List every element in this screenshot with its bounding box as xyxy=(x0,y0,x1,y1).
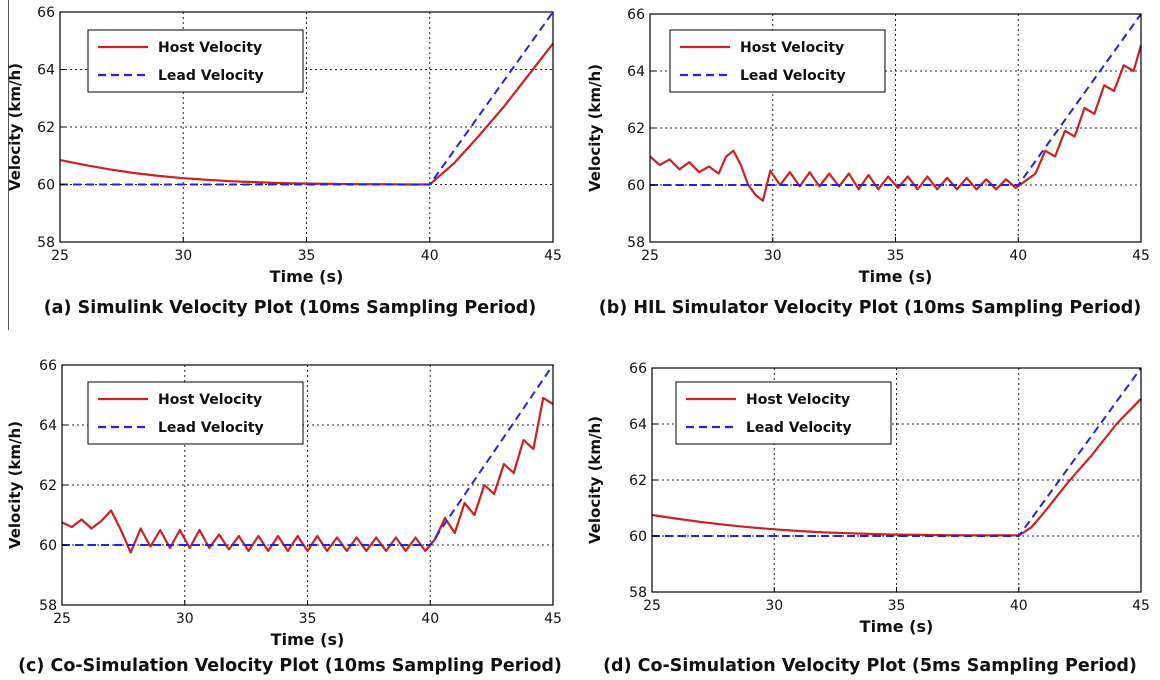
y-tick-label: 62 xyxy=(627,121,645,137)
y-tick-label: 64 xyxy=(39,418,57,434)
legend-label-host-velocity: Host Velocity xyxy=(746,392,850,408)
series-line-host-velocity xyxy=(649,44,1143,202)
x-tick-label: 25 xyxy=(51,248,69,264)
y-tick-label: 60 xyxy=(627,178,645,194)
x-tick-label: 30 xyxy=(176,611,194,627)
y-axis-label: Velocity (km/h) xyxy=(6,421,24,549)
legend-label-host-velocity: Host Velocity xyxy=(740,40,844,56)
y-tick-label: 60 xyxy=(629,529,647,545)
series-line-lead-velocity xyxy=(650,13,1142,186)
x-tick-label: 45 xyxy=(1132,248,1150,264)
chart-svg-d: 25 30 35 40 45 58 60 62 64 66 Time (s) Velocity (km… xyxy=(586,361,1150,636)
y-tick-label: 58 xyxy=(627,235,645,251)
legend-label-host-velocity: Host Velocity xyxy=(158,40,262,56)
chart-caption-a: (a) Simulink Velocity Plot (10ms Samplin… xyxy=(43,298,537,318)
series-line-host-velocity xyxy=(59,42,554,186)
y-axis-label: Velocity (km/h) xyxy=(6,63,24,191)
chart-panel-c: 25 30 35 40 45 58 60 62 64 66 Time (s) Velocity (km… xyxy=(0,340,580,680)
y-tick-label: 66 xyxy=(629,361,647,377)
x-tick-label: 35 xyxy=(887,248,905,264)
x-tick-label: 30 xyxy=(174,248,192,264)
series-line-host-velocity xyxy=(61,396,554,554)
left-frame-line xyxy=(8,0,9,330)
y-tick-label: 60 xyxy=(37,178,55,194)
y-tick-label: 62 xyxy=(629,473,647,489)
series-line-lead-velocity xyxy=(62,364,554,546)
y-axis-label: Velocity (km/h) xyxy=(586,64,604,192)
legend-box xyxy=(675,381,892,445)
chart-panel-d: 25 30 35 40 45 58 60 62 64 66 Time (s) Velocity (km… xyxy=(580,340,1160,680)
legend-box xyxy=(87,29,304,93)
x-tick-label: 35 xyxy=(298,248,316,264)
x-tick-label: 25 xyxy=(641,248,659,264)
y-tick-label: 62 xyxy=(37,120,55,136)
x-axis-label: Time (s) xyxy=(860,617,934,636)
chart-caption-d: (d) Co-Simulation Velocity Plot (5ms Sam… xyxy=(603,656,1137,676)
y-tick-label: 58 xyxy=(629,585,647,601)
series-line-host-velocity xyxy=(651,398,1142,537)
x-tick-label: 25 xyxy=(643,598,661,614)
legend-label-lead-velocity: Lead Velocity xyxy=(158,68,264,84)
x-tick-label: 45 xyxy=(544,248,562,264)
x-tick-label: 45 xyxy=(544,611,562,627)
chart-caption-b: (b) HIL Simulator Velocity Plot (10ms Sa… xyxy=(598,298,1142,318)
series-line-lead-velocity xyxy=(652,367,1142,537)
x-tick-label: 30 xyxy=(765,598,783,614)
series-line-lead-velocity xyxy=(60,11,554,186)
y-tick-label: 60 xyxy=(39,538,57,554)
chart-svg-a: 25 30 35 40 45 58 60 62 64 66 Time (s) Velocity (km… xyxy=(6,5,562,286)
legend-label-lead-velocity: Lead Velocity xyxy=(158,420,264,436)
y-tick-label: 64 xyxy=(627,64,645,80)
y-axis-label: Velocity (km/h) xyxy=(586,416,604,544)
y-tick-label: 66 xyxy=(39,358,57,374)
x-tick-label: 45 xyxy=(1132,598,1150,614)
y-tick-label: 66 xyxy=(627,7,645,23)
legend-label-lead-velocity: Lead Velocity xyxy=(740,68,846,84)
chart-panel-b: 25 30 35 40 45 58 60 62 64 66 Time (s) Velocity (km… xyxy=(580,0,1160,340)
y-tick-label: 58 xyxy=(39,598,57,614)
x-tick-label: 40 xyxy=(1010,598,1028,614)
legend-label-host-velocity: Host Velocity xyxy=(158,392,262,408)
x-tick-label: 40 xyxy=(1009,248,1027,264)
x-axis-label: Time (s) xyxy=(859,267,933,286)
y-tick-label: 66 xyxy=(37,5,55,21)
chart-svg-c: 25 30 35 40 45 58 60 62 64 66 Time (s) Velocity (km… xyxy=(6,358,562,649)
x-tick-label: 35 xyxy=(888,598,906,614)
x-tick-label: 30 xyxy=(764,248,782,264)
y-tick-label: 62 xyxy=(39,478,57,494)
y-tick-label: 64 xyxy=(37,63,55,79)
y-tick-label: 58 xyxy=(37,235,55,251)
legend-box xyxy=(669,29,886,93)
legend-label-lead-velocity: Lead Velocity xyxy=(746,420,852,436)
legend-box xyxy=(87,381,304,445)
x-tick-label: 40 xyxy=(421,611,439,627)
x-tick-label: 35 xyxy=(299,611,317,627)
x-tick-label: 25 xyxy=(53,611,71,627)
y-tick-label: 64 xyxy=(629,417,647,433)
x-tick-label: 40 xyxy=(421,248,439,264)
chart-caption-c: (c) Co-Simulation Velocity Plot (10ms Sa… xyxy=(18,656,562,676)
x-axis-label: Time (s) xyxy=(271,630,345,649)
chart-panel-a: 25 30 35 40 45 58 60 62 64 66 Time (s) Velocity (km… xyxy=(0,0,580,340)
x-axis-label: Time (s) xyxy=(270,267,344,286)
chart-svg-b: 25 30 35 40 45 58 60 62 64 66 Time (s) Velocity (km… xyxy=(586,7,1150,286)
